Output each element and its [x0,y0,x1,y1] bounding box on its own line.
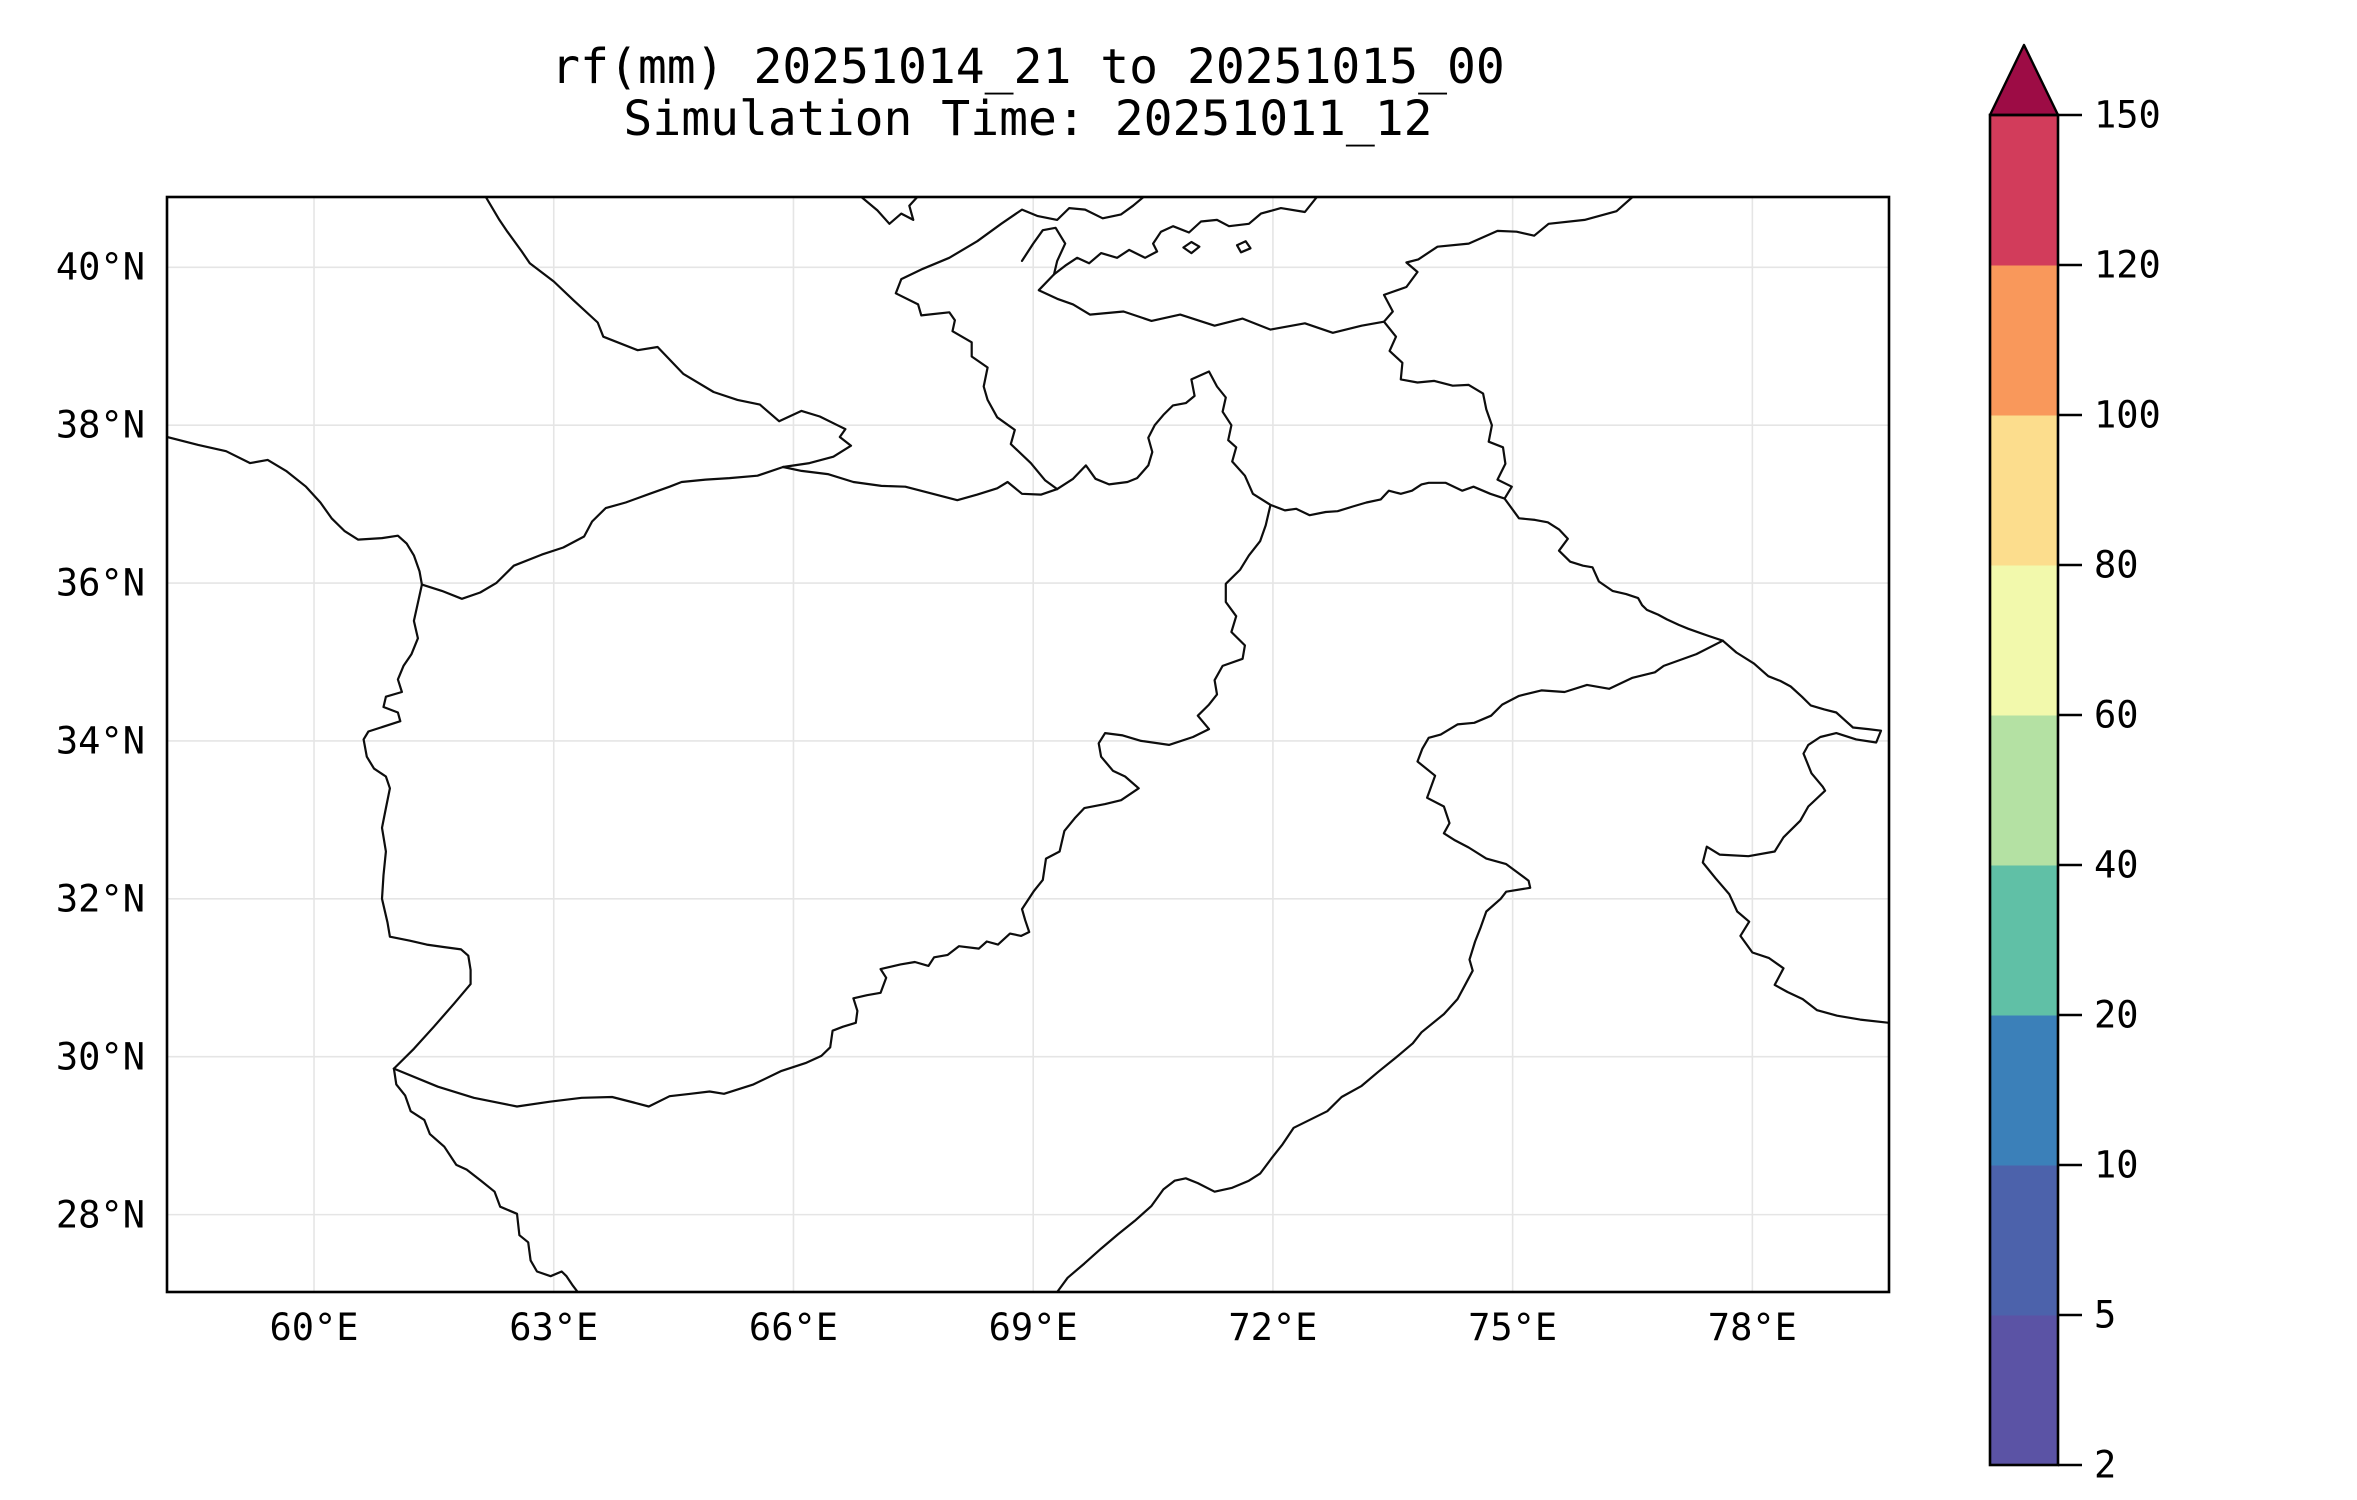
colorbar-tick-label: 120 [2094,243,2161,287]
colorbar-outline [1988,113,2060,1467]
plot-subtitle: Simulation Time: 20251011_12 [623,91,1433,147]
plot-title: rf(mm) 20251014_21 to 20251015_00 [551,39,1505,95]
colorbar-tick-label: 80 [2094,543,2139,587]
country-border [392,503,1272,1108]
country-border [167,435,472,1070]
x-tick-label: 69°E [988,1306,1078,1349]
colorbar-tick-label: 100 [2094,393,2161,437]
x-tick-label: 63°E [509,1306,599,1349]
x-tick-label: 75°E [1468,1306,1558,1349]
x-tick-label: 72°E [1228,1306,1318,1349]
colorbar-tick-label: 40 [2094,843,2139,887]
colorbar-segment [1990,1315,2058,1466]
colorbar-tick-label: 5 [2094,1293,2117,1337]
y-tick-label: 28°N [55,1193,145,1237]
country-border [1020,226,1067,276]
country-border [1052,197,1319,276]
country-border [1182,240,1201,255]
y-tick-label: 38°N [55,403,145,447]
country-border [392,1067,579,1292]
colorbar-segment [1990,1165,2058,1316]
colorbar-segment [1990,1015,2058,1166]
map-frame [165,195,1891,1294]
colorbar-segment [1990,715,2058,866]
colorbar-tick-label: 150 [2094,93,2161,137]
country-border [484,197,853,469]
country-border [781,370,1889,1024]
country-border [1235,240,1252,254]
x-tick-label: 66°E [748,1306,839,1349]
country-border [1382,197,1634,500]
x-tick-label: 60°E [269,1306,359,1349]
colorbar-segment [1990,415,2058,566]
country-border [1037,273,1386,334]
colorbar-tick-label: 20 [2094,993,2139,1037]
y-tick-label: 34°N [55,719,145,763]
country-border [894,197,1145,491]
country-border [1056,639,1724,1292]
y-tick-label: 32°N [55,877,145,921]
colorbar-segment [1990,115,2058,266]
country-border [420,465,785,600]
y-tick-label: 36°N [55,561,145,605]
colorbar-over-arrow [1988,43,2060,117]
colorbar-tick-label: 2 [2094,1443,2117,1487]
y-tick-label: 40°N [55,245,145,289]
country-border [860,197,919,225]
colorbar-segment [1990,865,2058,1016]
y-tick-label: 30°N [55,1035,145,1079]
colorbar-segment [1990,265,2058,416]
x-tick-label: 78°E [1707,1306,1797,1349]
colorbar-tick-label: 60 [2094,693,2139,737]
colorbar-tick-label: 10 [2094,1143,2139,1187]
colorbar-segment [1990,565,2058,716]
